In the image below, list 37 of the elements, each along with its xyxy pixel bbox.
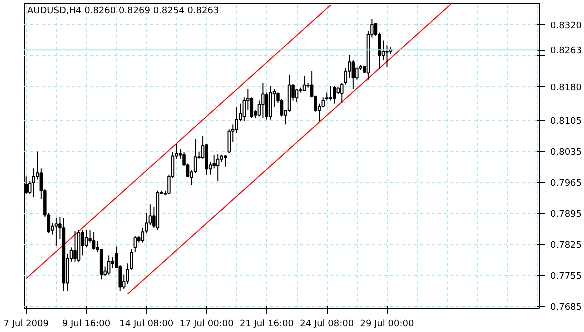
candlestick [250,97,254,119]
x-tick-label: 7 Jul 2009 [4,320,50,330]
candlestick [235,106,239,134]
candlestick [302,76,306,92]
y-tick-label: 0.8320 [550,21,582,32]
x-tick-label: 24 Jul 08:00 [300,320,354,330]
y-tick-label: 0.7755 [550,272,582,282]
y-tick-label: 0.7895 [550,210,582,220]
candlestick [333,86,336,104]
candlestick [134,236,138,254]
candlestick [329,86,332,102]
candlestick [54,218,58,246]
candlestick [84,230,88,248]
candlestick [216,154,220,182]
chart-title: AUDUSD,H4 0.8260 0.8269 0.8254 0.8263 [28,6,220,16]
y-tick-label: 0.7685 [550,303,582,314]
candlestick [92,232,96,250]
x-tick-label: 21 Jul 16:00 [240,320,294,330]
candlestick [386,45,389,68]
candlestick [295,88,299,104]
candlestick [262,82,265,119]
candlestick [74,230,77,262]
x-tick-label: 14 Jul 08:00 [120,320,174,330]
ref-line-label: 0.8263 [550,46,582,57]
candlestick [352,60,356,90]
candlestick [340,82,344,104]
x-tick-label: 29 Jul 00:00 [360,320,415,330]
candlestick [265,92,269,120]
candlestick [107,255,111,276]
y-tick-label: 0.8035 [550,148,582,158]
y-tick-label: 0.8180 [550,83,582,94]
candlestick [269,86,272,120]
y-tick-label: 0.8105 [550,116,582,127]
y-tick-label: 0.7825 [550,241,582,252]
y-tick-label: 0.7965 [550,178,582,189]
x-tick-label: 9 Jul 16:00 [62,320,111,330]
x-tick-label: 17 Jul 00:00 [180,320,234,330]
